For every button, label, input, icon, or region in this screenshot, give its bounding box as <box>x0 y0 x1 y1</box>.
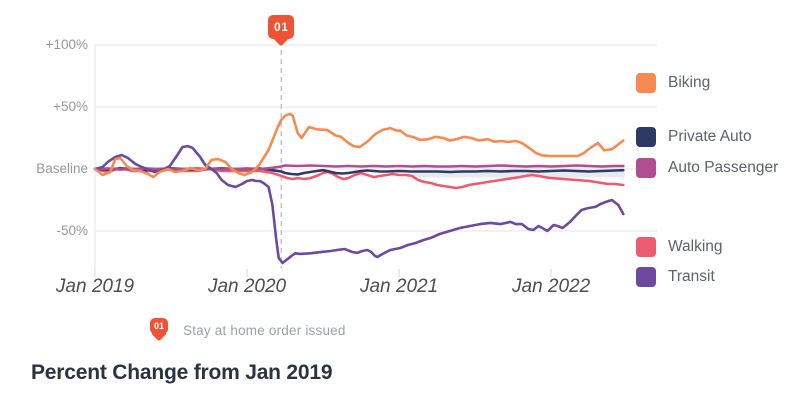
legend-item-transit[interactable]: Transit <box>636 267 715 287</box>
x-axis-label-jan2019: Jan 2019 <box>55 276 135 297</box>
auto-passenger-swatch-icon <box>636 158 656 178</box>
y-axis-label-minus50: -50% <box>56 223 88 238</box>
annotation-marker-01-badge[interactable]: 01 <box>268 15 295 39</box>
legend-label: Auto Passenger <box>668 159 779 176</box>
baseline-band <box>413 167 625 178</box>
footnote-text: Stay at home order issued <box>183 323 346 338</box>
transit-swatch-icon <box>636 267 656 287</box>
series-line-walking[interactable] <box>93 166 625 190</box>
legend-label: Transit <box>668 268 715 285</box>
x-axis-label-jan2021: Jan 2021 <box>359 276 439 297</box>
legend-item-walking[interactable]: Walking <box>636 237 723 257</box>
legend-item-biking[interactable]: Biking <box>636 73 710 93</box>
footnote-01-badge-icon: 01 <box>150 318 168 334</box>
x-axis-label-jan2020: Jan 2020 <box>207 276 287 297</box>
chart-title: Percent Change from Jan 2019 <box>31 361 333 384</box>
y-axis-label-plus50: +50% <box>53 99 88 114</box>
legend-label: Biking <box>668 74 711 91</box>
private-auto-swatch-icon <box>636 127 656 147</box>
y-axis-label-plus100: +100% <box>45 37 88 52</box>
walking-swatch-icon <box>636 237 656 257</box>
legend-label: Walking <box>668 238 723 255</box>
y-axis-label-baseline: Baseline <box>36 161 88 176</box>
series-line-biking[interactable] <box>93 112 625 179</box>
series-line-transit[interactable] <box>93 144 625 265</box>
biking-swatch-icon <box>636 73 656 93</box>
legend-item-auto-passenger[interactable]: Auto Passenger <box>636 158 778 178</box>
legend-item-private-auto[interactable]: Private Auto <box>636 127 752 147</box>
x-axis-label-jan2022: Jan 2022 <box>512 276 591 297</box>
legend-label: Private Auto <box>668 128 752 145</box>
